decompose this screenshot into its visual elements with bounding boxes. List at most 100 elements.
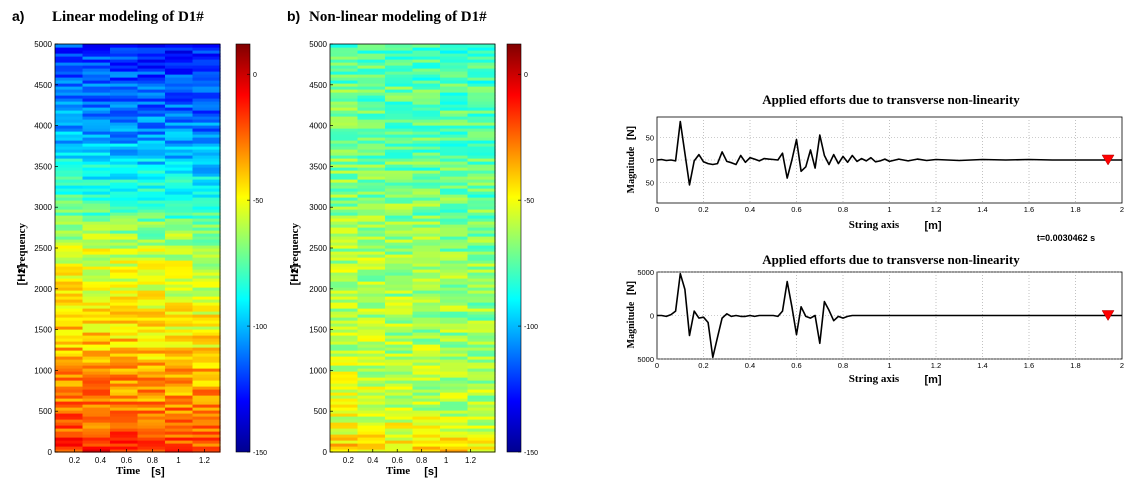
spectrogram-cell xyxy=(440,380,469,384)
spectrogram-cell xyxy=(137,218,166,222)
spectrogram-cell xyxy=(357,182,386,186)
spectrogram-cell xyxy=(82,242,111,246)
spectrogram-cell xyxy=(467,362,496,366)
spectrogram-cell xyxy=(82,140,111,144)
spectrogram-cell xyxy=(467,380,496,384)
spectrogram-cell xyxy=(467,101,496,105)
spectrogram-cell xyxy=(192,272,221,276)
spectrogram-cell xyxy=(192,212,221,216)
spectrogram-cell xyxy=(357,143,386,147)
spectrogram-cell xyxy=(165,119,194,123)
spectrogram-cell xyxy=(55,377,84,381)
spectrogram-cell xyxy=(467,131,496,135)
spectrogram-cell xyxy=(330,338,359,342)
spectrogram-cell xyxy=(82,53,111,57)
spectrogram-b-x-ticks: 0.2 0.4 0.6 0.8 1 1.2 xyxy=(343,449,477,465)
x-tick-label: 0.8 xyxy=(416,456,428,465)
spectrogram-cell xyxy=(330,359,359,363)
spectrogram-cell xyxy=(165,80,194,84)
spectrogram-cell xyxy=(82,107,111,111)
spectrogram-cell xyxy=(467,443,496,447)
spectrogram-cell xyxy=(165,374,194,378)
spectrogram-cell xyxy=(385,77,414,81)
spectrogram-cell xyxy=(192,263,221,267)
spectrogram-cell xyxy=(467,371,496,375)
x-tick-label: 0.4 xyxy=(745,205,755,214)
spectrogram-cell xyxy=(82,221,111,225)
colorbar-tick-label: 0 xyxy=(524,72,528,79)
spectrogram-cell xyxy=(467,200,496,204)
spectrogram-cell xyxy=(330,449,359,453)
spectrogram-cell xyxy=(440,449,469,453)
spectrogram-cell xyxy=(55,359,84,363)
spectrogram-cell xyxy=(357,311,386,315)
spectrogram-cell xyxy=(385,260,414,264)
spectrogram-cell xyxy=(467,374,496,378)
spectrogram-cell xyxy=(55,95,84,99)
spectrogram-cell xyxy=(467,227,496,231)
colorbar-a xyxy=(235,43,251,453)
spectrogram-cell xyxy=(412,302,441,306)
spectrogram-cell xyxy=(110,359,139,363)
spectrogram-cell xyxy=(412,386,441,390)
spectrogram-cell xyxy=(110,374,139,378)
spectrogram-cell xyxy=(330,173,359,177)
spectrogram-cell xyxy=(357,74,386,78)
y-tick-label: 3000 xyxy=(309,203,327,212)
spectrogram-cell xyxy=(55,80,84,84)
spectrogram-cell xyxy=(440,377,469,381)
spectrogram-cell xyxy=(440,80,469,84)
spectrogram-cell xyxy=(440,137,469,141)
spectrogram-cell xyxy=(467,335,496,339)
spectrogram-cell xyxy=(330,329,359,333)
spectrogram-cell xyxy=(385,356,414,360)
spectrogram-cell xyxy=(330,53,359,57)
spectrogram-cell xyxy=(385,287,414,291)
spectrogram-cell xyxy=(110,260,139,264)
spectrogram-cell xyxy=(55,356,84,360)
spectrogram-cell xyxy=(357,260,386,264)
spectrogram-cell xyxy=(412,419,441,423)
spectrogram-cell xyxy=(440,401,469,405)
spectrogram-cell xyxy=(385,227,414,231)
spectrogram-cell xyxy=(357,149,386,153)
spectrogram-cell xyxy=(192,110,221,114)
spectrogram-cell xyxy=(440,269,469,273)
spectrogram-cell xyxy=(192,449,221,453)
spectrogram-cell xyxy=(82,158,111,162)
spectrogram-cell xyxy=(110,194,139,198)
spectrogram-cell xyxy=(385,245,414,249)
spectrogram-cell xyxy=(467,218,496,222)
spectrogram-cell xyxy=(385,194,414,198)
spectrogram-cell xyxy=(192,362,221,366)
spectrogram-cell xyxy=(357,275,386,279)
spectrogram-cell xyxy=(82,206,111,210)
spectrogram-cell xyxy=(165,419,194,423)
spectrogram-cell xyxy=(385,437,414,441)
spectrogram-cell xyxy=(412,380,441,384)
spectrogram-cell xyxy=(110,83,139,87)
spectrogram-cell xyxy=(412,341,441,345)
spectrogram-cell xyxy=(467,170,496,174)
x-tick-label: 1.6 xyxy=(1024,361,1034,370)
spectrogram-cell xyxy=(137,173,166,177)
spectrogram-cell xyxy=(467,278,496,282)
spectrogram-cell xyxy=(192,164,221,168)
spectrogram-cell xyxy=(55,68,84,72)
spectrogram-cell xyxy=(165,353,194,357)
spectrogram-cell xyxy=(467,83,496,87)
spectrogram-cell xyxy=(330,185,359,189)
spectrogram-cell xyxy=(330,308,359,312)
spectrogram-cell xyxy=(110,59,139,63)
spectrogram-cell xyxy=(440,95,469,99)
spectrogram-cell xyxy=(357,116,386,120)
spectrogram-cell xyxy=(165,59,194,63)
spectrogram-cell xyxy=(192,311,221,315)
spectrogram-cell xyxy=(330,230,359,234)
spectrogram-cell xyxy=(137,335,166,339)
spectrogram-cell xyxy=(55,329,84,333)
spectrogram-cell xyxy=(137,170,166,174)
spectrogram-cell xyxy=(192,353,221,357)
spectrogram-cell xyxy=(110,182,139,186)
spectrogram-cell xyxy=(412,233,441,237)
